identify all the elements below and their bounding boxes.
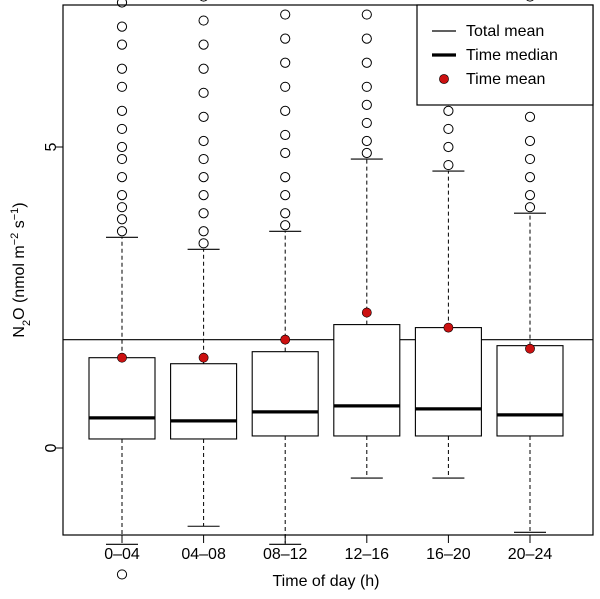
outlier-point: [524, 153, 536, 165]
outlier-point: [198, 39, 209, 50]
x-tick-label: 16–20: [426, 546, 471, 563]
outlier-point: [116, 39, 128, 50]
outlier-point: [361, 57, 372, 68]
box-group: [170, 0, 238, 527]
outlier-point: [198, 63, 209, 74]
mean-point: [361, 307, 372, 318]
outlier-point: [361, 117, 372, 129]
x-axis: 0–04 04–08 08–12 12–16 16–20 20–24: [104, 535, 552, 563]
outlier-point: [280, 105, 291, 116]
box-group: [333, 9, 401, 479]
outlier-point: [280, 9, 291, 20]
outlier-point: [198, 238, 209, 249]
outlier-point: [116, 63, 128, 74]
legend-entry-label: Time median: [466, 47, 558, 64]
outlier-point: [116, 190, 128, 201]
outlier-point: [361, 33, 372, 44]
mean-point: [117, 352, 127, 363]
outlier-point: [524, 172, 536, 183]
x-tick-label: 08–12: [263, 546, 308, 563]
outlier-point: [116, 81, 128, 92]
outlier-point: [116, 172, 128, 183]
outlier-point: [280, 33, 291, 44]
box-iqr: [333, 324, 401, 437]
x-tick-label: 0–04: [104, 546, 140, 563]
box-group: [251, 9, 319, 545]
outlier-point: [116, 153, 128, 165]
outlier-point: [198, 135, 209, 147]
x-tick-label: 20–24: [508, 546, 553, 563]
outlier-point: [524, 111, 536, 123]
mean-point: [525, 343, 535, 354]
x-tick-label: 12–16: [345, 546, 390, 563]
x-axis-label: Time of day (h): [273, 573, 380, 590]
outlier-point: [443, 159, 454, 171]
outlier-point: [116, 569, 128, 580]
outlier-point: [524, 202, 536, 213]
box-iqr: [414, 327, 482, 437]
outlier-point: [280, 81, 291, 92]
outlier-point: [198, 87, 209, 98]
outlier-point: [198, 153, 209, 165]
outlier-point: [361, 147, 372, 159]
outlier-point: [198, 226, 209, 237]
outlier-point: [524, 190, 536, 201]
outlier-point: [280, 220, 291, 231]
boxes-layer: [88, 0, 564, 580]
box-iqr: [170, 363, 238, 440]
mean-point: [443, 322, 454, 333]
outlier-point: [361, 135, 372, 147]
y-axis: 0510: [43, 142, 63, 452]
outlier-point: [116, 141, 128, 153]
outlier-point: [198, 15, 209, 26]
outlier-point: [280, 57, 291, 68]
outlier-point: [280, 147, 291, 159]
outlier-point: [443, 123, 454, 135]
outlier-point: [280, 172, 291, 183]
outlier-point: [198, 190, 209, 201]
outlier-point: [116, 21, 128, 32]
legend-entry-label: Total mean: [466, 23, 544, 40]
outlier-point: [116, 123, 128, 135]
outlier-point: [199, 0, 208, 2]
outlier-point: [198, 208, 209, 219]
plot-frame: [62, 4, 594, 536]
legend: Total mean Time median Time mean: [416, 4, 594, 106]
outlier-point: [198, 111, 209, 123]
outlier-point: [443, 105, 454, 116]
legend-swatch-mean: [439, 74, 449, 84]
outlier-point: [280, 129, 291, 141]
box-iqr: [88, 357, 156, 440]
outlier-point: [280, 190, 291, 201]
mean-point: [280, 334, 291, 345]
outlier-point: [116, 226, 128, 237]
outlier-point: [526, 0, 534, 2]
outlier-point: [361, 9, 372, 20]
outlier-point: [524, 135, 536, 147]
x-tick-label: 04–08: [181, 546, 226, 563]
outlier-point: [443, 141, 454, 153]
outlier-point: [116, 105, 128, 116]
y-tick-label: 0: [43, 443, 60, 452]
mean-point: [198, 352, 209, 363]
legend-entry-label: Time mean: [466, 71, 545, 88]
outlier-point: [361, 99, 372, 110]
y-axis-label: N2O (nmol m−2 s−1): [9, 202, 33, 337]
outlier-point: [361, 81, 372, 92]
box-group: [88, 0, 156, 580]
outlier-point: [280, 208, 291, 219]
box-iqr: [251, 351, 319, 437]
outlier-point: [116, 202, 128, 213]
outlier-point: [116, 214, 128, 225]
y-tick-label: 5: [43, 142, 60, 151]
outlier-point: [116, 0, 128, 8]
box-iqr: [496, 345, 564, 437]
outlier-point: [198, 172, 209, 183]
